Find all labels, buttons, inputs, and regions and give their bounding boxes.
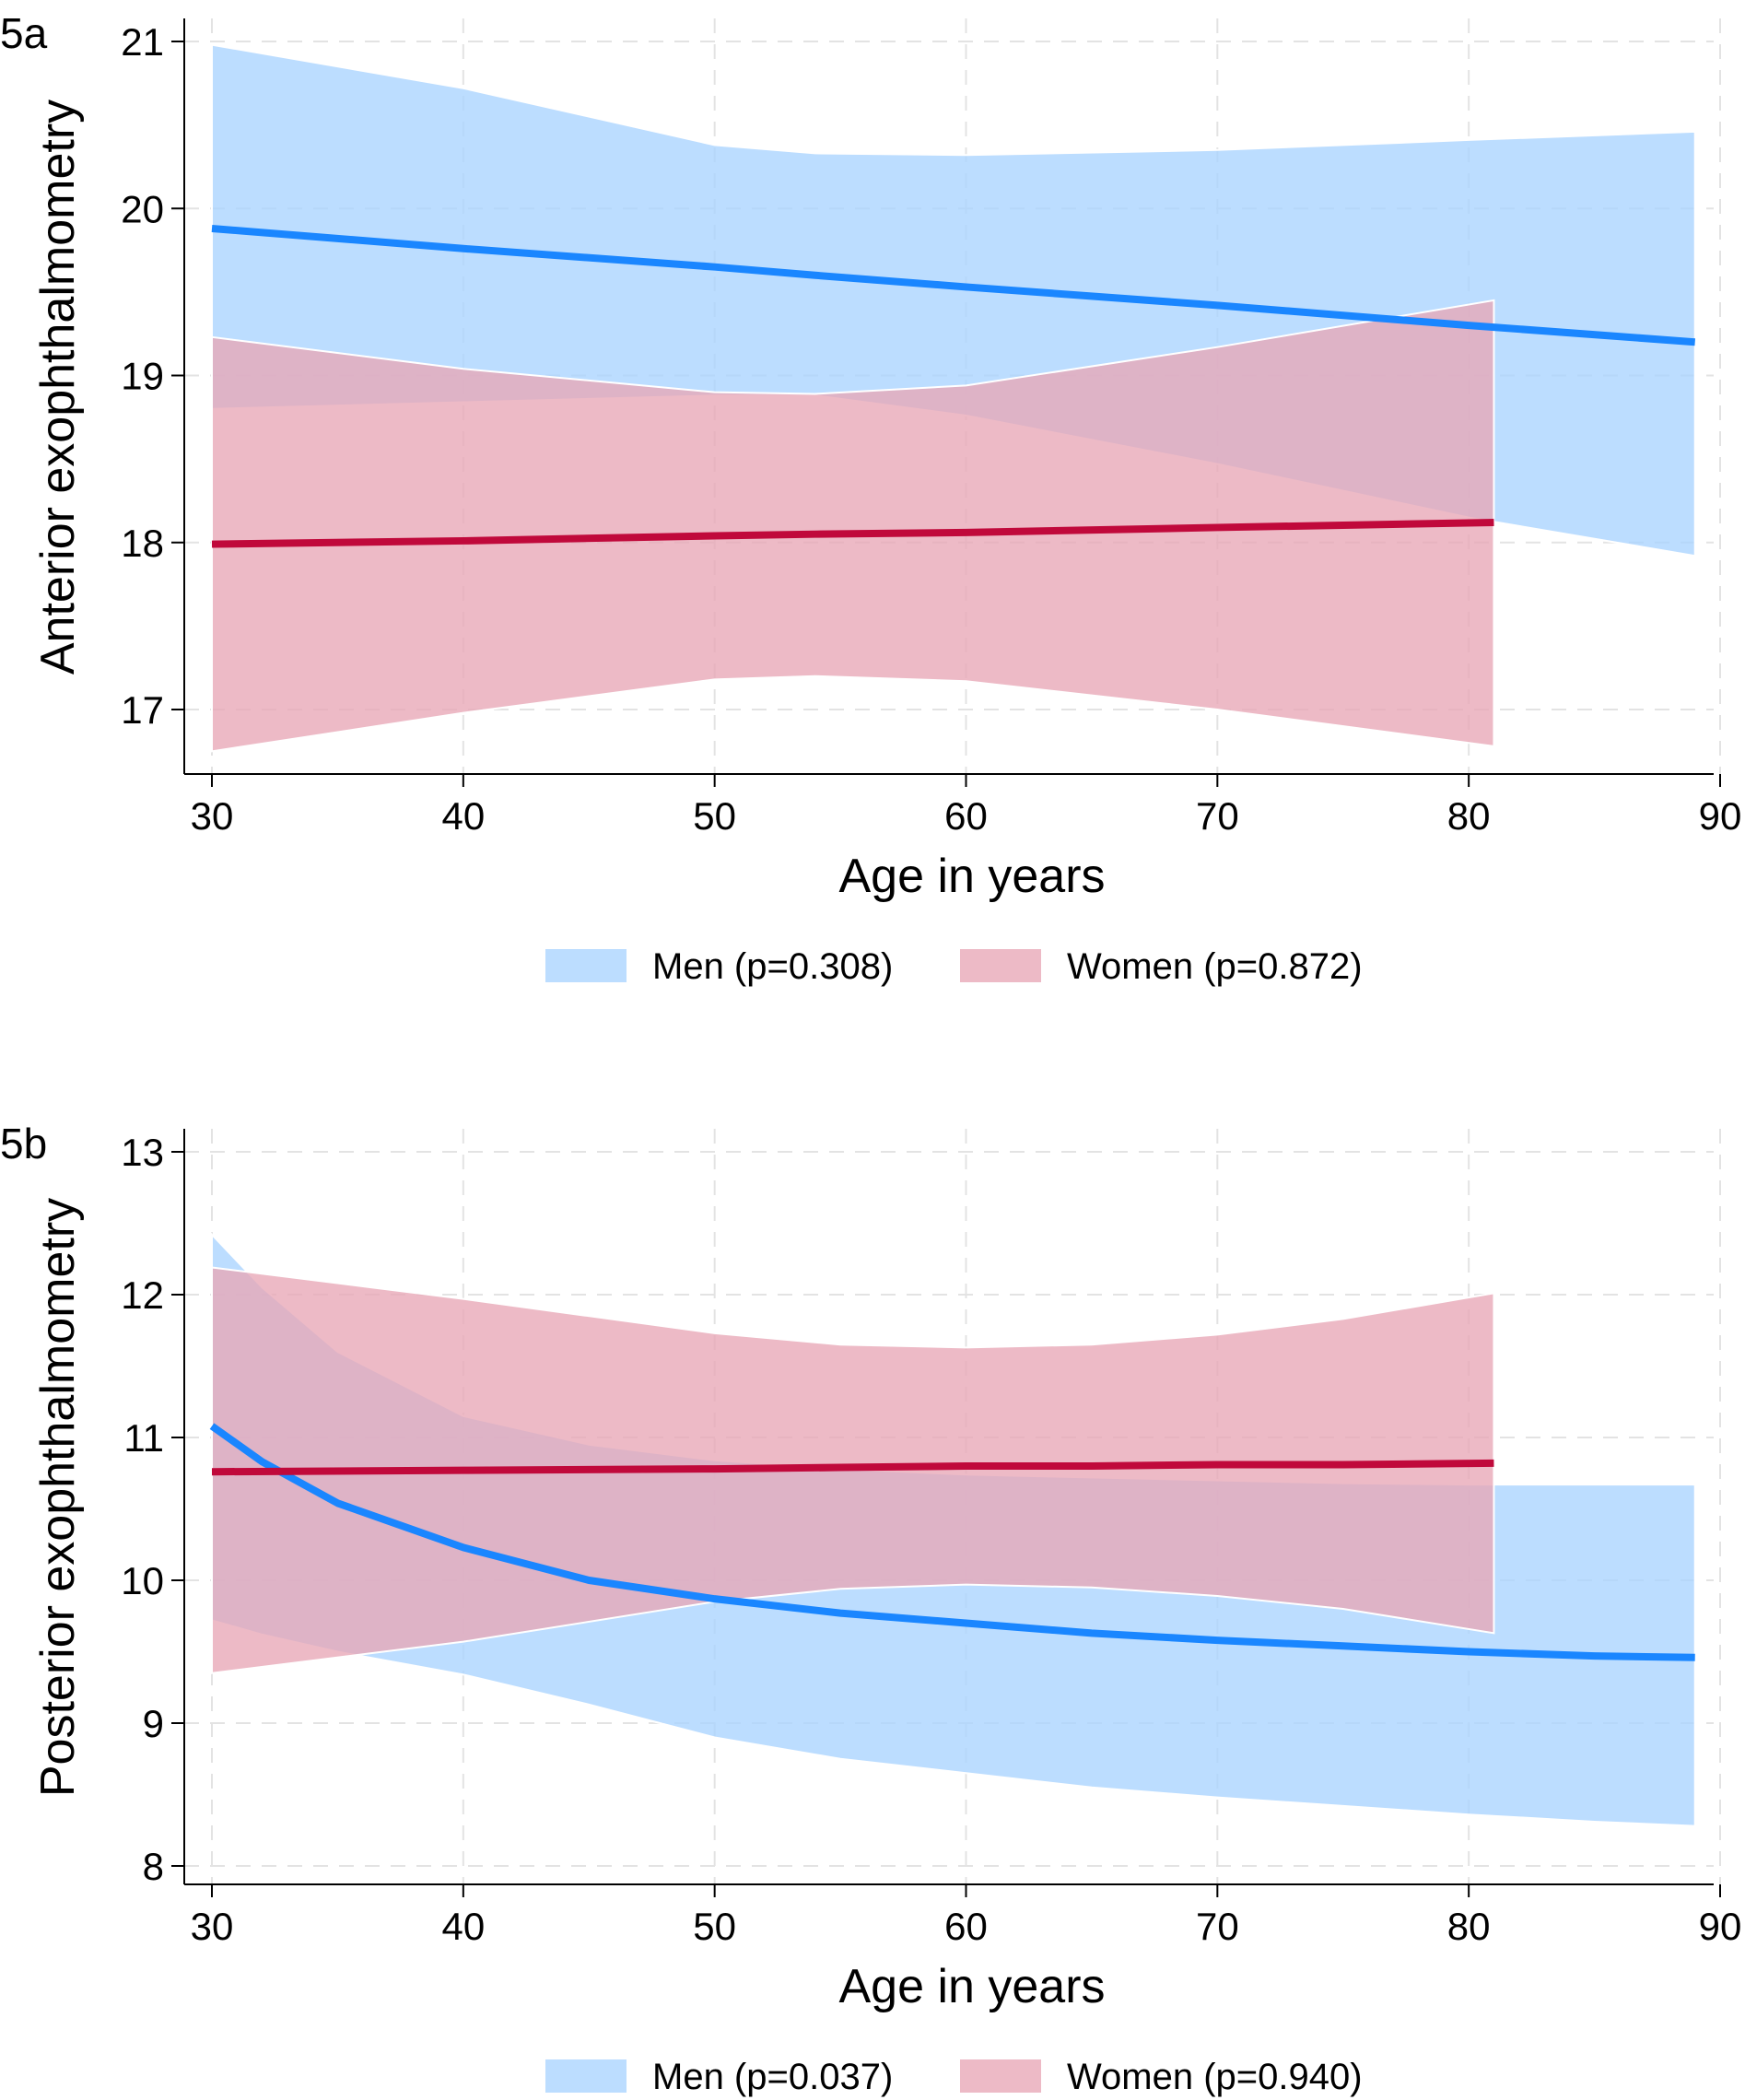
y-tick-label-19: 19: [121, 355, 164, 398]
legend-label-women: Women (p=0.940): [1067, 2057, 1363, 2097]
fit-line-men: [211, 225, 1696, 346]
legend-label-men: Men (p=0.308): [652, 946, 893, 987]
y-tick-label-10: 10: [121, 1559, 164, 1602]
panel-label: 5b: [0, 1120, 47, 1167]
x-tick-label-40: 40: [441, 1905, 485, 1948]
x-tick-label-30: 30: [191, 794, 234, 838]
fit-line-men: [209, 1423, 1695, 1661]
x-tick-label-50: 50: [693, 794, 736, 838]
legend: Men (p=0.308) Women (p=0.872): [545, 946, 1363, 987]
panel-5a: 17 18 19 20 21 30 40 50 60 70 80 90 Age in years Ante…: [0, 9, 1741, 987]
x-tick-label-50: 50: [693, 1905, 736, 1948]
x-axis-title: Age in years: [838, 1960, 1105, 2013]
x-tick-label-30: 30: [191, 1905, 234, 1948]
y-tick-label-13: 13: [121, 1131, 164, 1174]
legend-label-women: Women (p=0.872): [1067, 946, 1363, 987]
y-tick-label-8: 8: [143, 1845, 164, 1888]
x-tick-label-80: 80: [1447, 794, 1491, 838]
y-tick-label-21: 21: [121, 20, 164, 64]
x-tick-label-40: 40: [441, 794, 485, 838]
y-tick-label-18: 18: [121, 522, 164, 565]
y-axis-title: Anterior exophthalmometry: [31, 100, 85, 675]
legend-swatch-women: [960, 949, 1041, 982]
legend-swatch-men: [545, 2059, 627, 2093]
x-tick-label-60: 60: [944, 794, 988, 838]
x-tick-label-60: 60: [944, 1905, 988, 1948]
y-tick-label-17: 17: [121, 688, 164, 732]
legend: Men (p=0.037) Women (p=0.940): [545, 2057, 1363, 2097]
band-women: [211, 299, 1495, 753]
legend-label-men: Men (p=0.037): [652, 2057, 893, 2097]
y-axis-title: Posterior exophthalmometry: [31, 1198, 85, 1797]
fit-line-women: [211, 1459, 1494, 1476]
legend-swatch-men: [545, 949, 627, 982]
fit-line-women: [211, 519, 1494, 548]
x-tick-label-70: 70: [1196, 1905, 1239, 1948]
y-tick-label-20: 20: [121, 187, 164, 230]
x-axis-title: Age in years: [838, 850, 1105, 903]
x-tick-label-90: 90: [1699, 1905, 1742, 1948]
panel-5b: 8 9 10 11 12 13 30 40 50 60 70 80 90 Age in years Post…: [0, 1120, 1741, 2097]
x-tick-label-80: 80: [1447, 1905, 1491, 1948]
panel-label: 5a: [0, 9, 48, 57]
y-tick-label-11: 11: [123, 1416, 164, 1460]
x-tick-label-90: 90: [1699, 794, 1742, 838]
y-tick-label-12: 12: [121, 1273, 164, 1317]
y-tick-label-9: 9: [143, 1702, 164, 1745]
x-tick-label-70: 70: [1196, 794, 1239, 838]
legend-swatch-women: [960, 2059, 1041, 2093]
